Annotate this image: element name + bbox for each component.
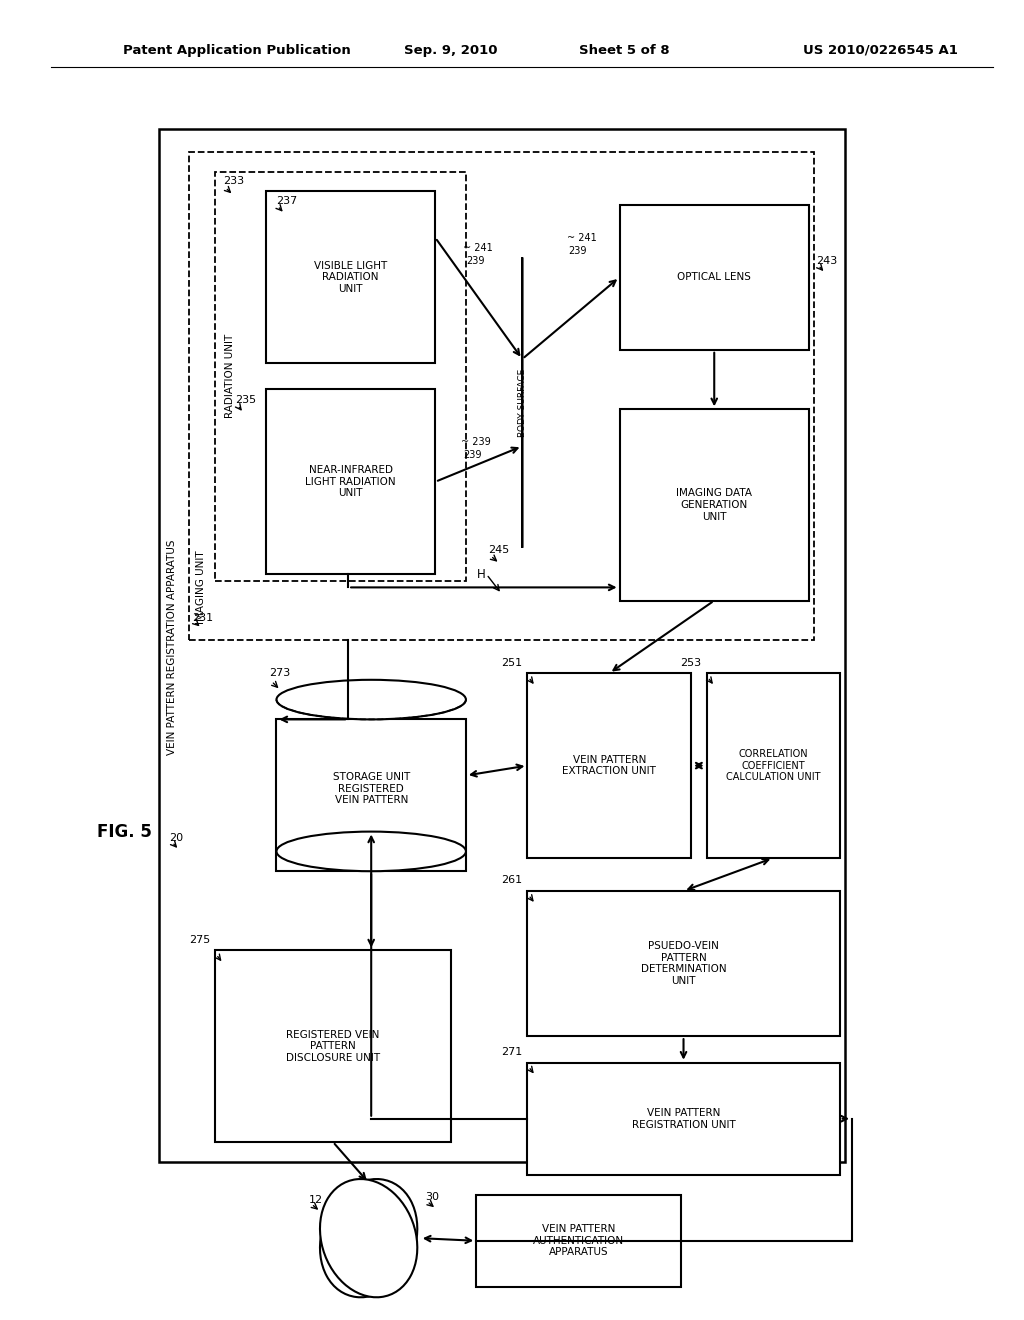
Text: 251: 251 [501,657,522,668]
Text: 273: 273 [269,668,291,678]
Bar [620,409,809,601]
Ellipse shape [319,1179,418,1298]
Text: REGISTERED VEIN
PATTERN
DISCLOSURE UNIT: REGISTERED VEIN PATTERN DISCLOSURE UNIT [286,1030,380,1063]
Text: VISIBLE LIGHT
RADIATION
UNIT: VISIBLE LIGHT RADIATION UNIT [314,260,387,294]
Bar [189,152,814,640]
Text: IMAGING UNIT: IMAGING UNIT [196,550,206,624]
Text: OPTICAL LENS: OPTICAL LENS [677,272,752,282]
Bar [476,1195,681,1287]
Text: 235: 235 [236,395,257,405]
Bar [527,1063,840,1175]
Text: H: H [477,568,485,581]
Text: IMAGING DATA
GENERATION
UNIT: IMAGING DATA GENERATION UNIT [676,488,753,521]
Bar [159,129,845,1162]
Text: 245: 245 [488,545,510,556]
Bar [266,191,435,363]
Bar [527,891,840,1036]
Text: 261: 261 [501,875,522,886]
Ellipse shape [319,1179,418,1298]
Text: RADIATION UNIT: RADIATION UNIT [225,334,236,418]
Text: 243: 243 [816,256,838,267]
Text: 20: 20 [169,833,183,843]
Bar [215,172,466,581]
Bar [527,673,691,858]
Text: 253: 253 [680,657,701,668]
Text: VEIN PATTERN
REGISTRATION UNIT: VEIN PATTERN REGISTRATION UNIT [632,1107,735,1130]
Text: CORRELATION
COEFFICIENT
CALCULATION UNIT: CORRELATION COEFFICIENT CALCULATION UNIT [726,748,820,783]
Ellipse shape [276,832,466,871]
Text: 239: 239 [463,450,481,461]
Text: 233: 233 [223,176,245,186]
Text: 271: 271 [501,1047,522,1057]
Bar [707,673,840,858]
Text: Sheet 5 of 8: Sheet 5 of 8 [580,44,670,57]
Text: 30: 30 [425,1192,439,1203]
Bar [276,719,466,871]
Bar [620,205,809,350]
Text: VEIN PATTERN REGISTRATION APPARATUS: VEIN PATTERN REGISTRATION APPARATUS [167,539,177,755]
Text: 239: 239 [568,246,587,256]
Text: FIG. 5: FIG. 5 [97,822,153,841]
Text: 239: 239 [466,256,484,267]
Text: BODY SURFACE: BODY SURFACE [518,368,526,437]
Text: Sep. 9, 2010: Sep. 9, 2010 [403,44,498,57]
Text: 231: 231 [193,612,214,623]
Text: US 2010/0226545 A1: US 2010/0226545 A1 [803,44,958,57]
Text: PSUEDO-VEIN
PATTERN
DETERMINATION
UNIT: PSUEDO-VEIN PATTERN DETERMINATION UNIT [641,941,726,986]
Text: NEAR-INFRARED
LIGHT RADIATION
UNIT: NEAR-INFRARED LIGHT RADIATION UNIT [305,465,396,499]
Text: ~ 241: ~ 241 [567,232,597,243]
Text: Patent Application Publication: Patent Application Publication [123,44,350,57]
Text: STORAGE UNIT
REGISTERED
VEIN PATTERN: STORAGE UNIT REGISTERED VEIN PATTERN [333,772,410,805]
Text: VEIN PATTERN
AUTHENTICATION
APPARATUS: VEIN PATTERN AUTHENTICATION APPARATUS [534,1224,624,1258]
Bar [266,389,435,574]
Text: ~ 239: ~ 239 [461,437,490,447]
Ellipse shape [276,680,466,719]
Text: VEIN PATTERN
EXTRACTION UNIT: VEIN PATTERN EXTRACTION UNIT [562,755,656,776]
Bar [215,950,451,1142]
Text: 237: 237 [276,195,298,206]
Text: 12: 12 [309,1195,324,1205]
Text: ~ 241: ~ 241 [463,243,493,253]
Text: 275: 275 [188,935,210,945]
